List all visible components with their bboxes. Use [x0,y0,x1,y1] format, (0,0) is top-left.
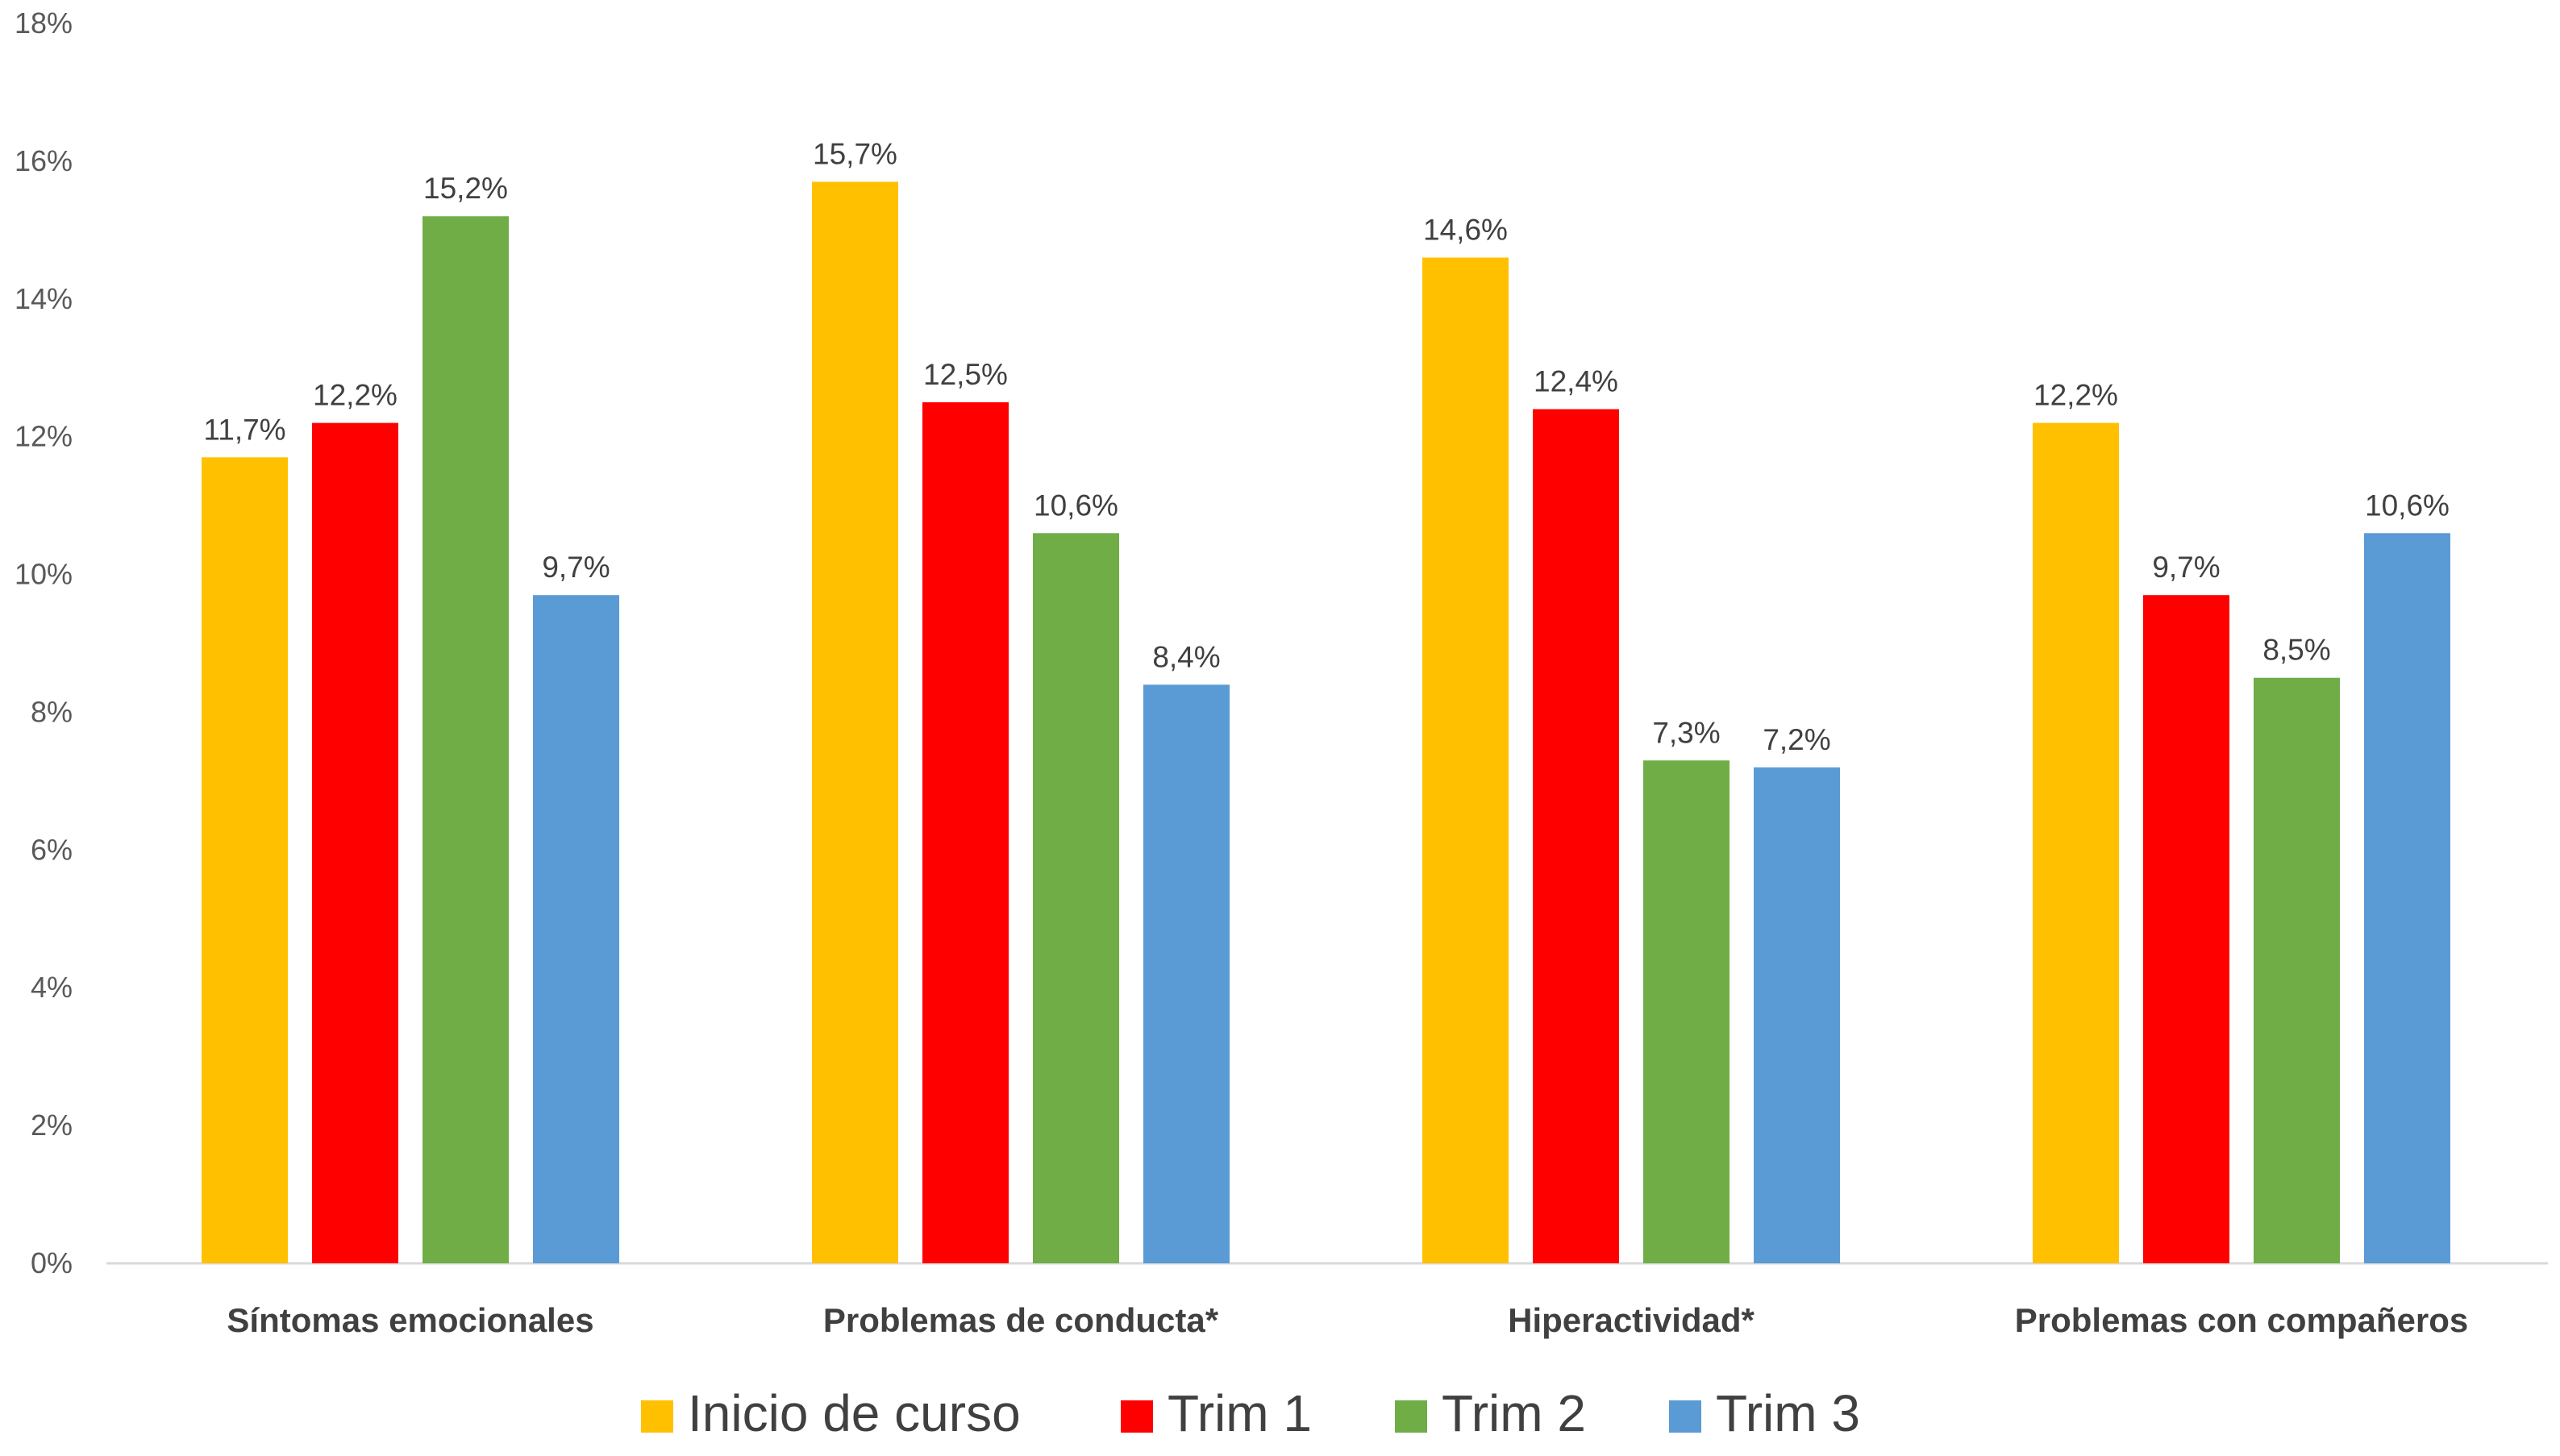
bar [1143,684,1230,1263]
y-tick-label: 0% [31,1246,73,1279]
category-label: Hiperactividad* [1508,1301,1755,1339]
data-label: 10,6% [2365,489,2450,522]
y-tick-label: 16% [15,144,73,177]
y-tick-label: 18% [15,6,73,40]
bar [1033,533,1119,1263]
y-tick-label: 4% [31,971,73,1004]
data-label: 11,7% [203,413,285,446]
data-label: 7,3% [1652,716,1720,749]
legend-label: Trim 3 [1716,1384,1860,1442]
category-label: Síntomas emocionales [227,1301,593,1339]
category-axis: Síntomas emocionales Problemas de conduct… [227,1301,2468,1339]
bar [2143,595,2229,1263]
data-label: 9,7% [542,551,610,584]
legend: Inicio de curso Trim 1 Trim 2 Trim 3 [641,1384,1860,1442]
bars-group [202,181,2450,1264]
bar [1643,760,1730,1263]
data-labels-group: 11,7% 12,2% 15,2% 9,7% 15,7% 12,5% 10,6% 8,4% 14… [203,138,2450,756]
bar [2364,533,2450,1263]
bar [922,401,1009,1263]
y-tick-label: 8% [31,695,73,728]
bar [423,216,509,1264]
bar [2254,677,2340,1263]
data-label: 7,2% [1763,723,1830,756]
data-label: 14,6% [1423,214,1508,247]
data-label: 15,7% [813,138,897,171]
y-tick-label: 14% [15,282,73,315]
data-label: 12,2% [313,379,398,412]
data-label: 9,7% [2152,551,2220,584]
data-label: 8,4% [1152,640,1220,673]
y-tick-label: 10% [15,558,73,591]
bar [1754,767,1840,1263]
y-tick-label: 6% [31,833,73,866]
data-label: 12,2% [2033,379,2118,412]
data-label: 10,6% [1034,489,1118,522]
data-label: 8,5% [2262,634,2330,667]
data-label: 12,5% [923,358,1008,391]
bar [1533,409,1619,1263]
legend-label: Trim 1 [1168,1384,1312,1442]
bar [2033,422,2119,1263]
legend-swatch [1395,1400,1427,1433]
y-tick-label: 2% [31,1109,73,1142]
category-label: Problemas con compañeros [2015,1301,2469,1339]
legend-label: Inicio de curso [688,1384,1021,1442]
bar [202,457,288,1263]
legend-swatch [641,1400,673,1433]
category-label: Problemas de conducta* [823,1301,1219,1339]
y-tick-label: 12% [15,420,73,453]
bar [1422,257,1509,1263]
data-label: 12,4% [1534,364,1618,397]
legend-label: Trim 2 [1442,1384,1586,1442]
legend-swatch [1669,1400,1701,1433]
legend-swatch [1121,1400,1153,1433]
bar [533,595,619,1263]
y-axis: 0% 2% 4% 6% 8% 10% 12% 14% 16% 18% [15,6,73,1279]
bar [312,422,398,1263]
data-label: 15,2% [423,172,508,205]
bar [812,181,898,1263]
